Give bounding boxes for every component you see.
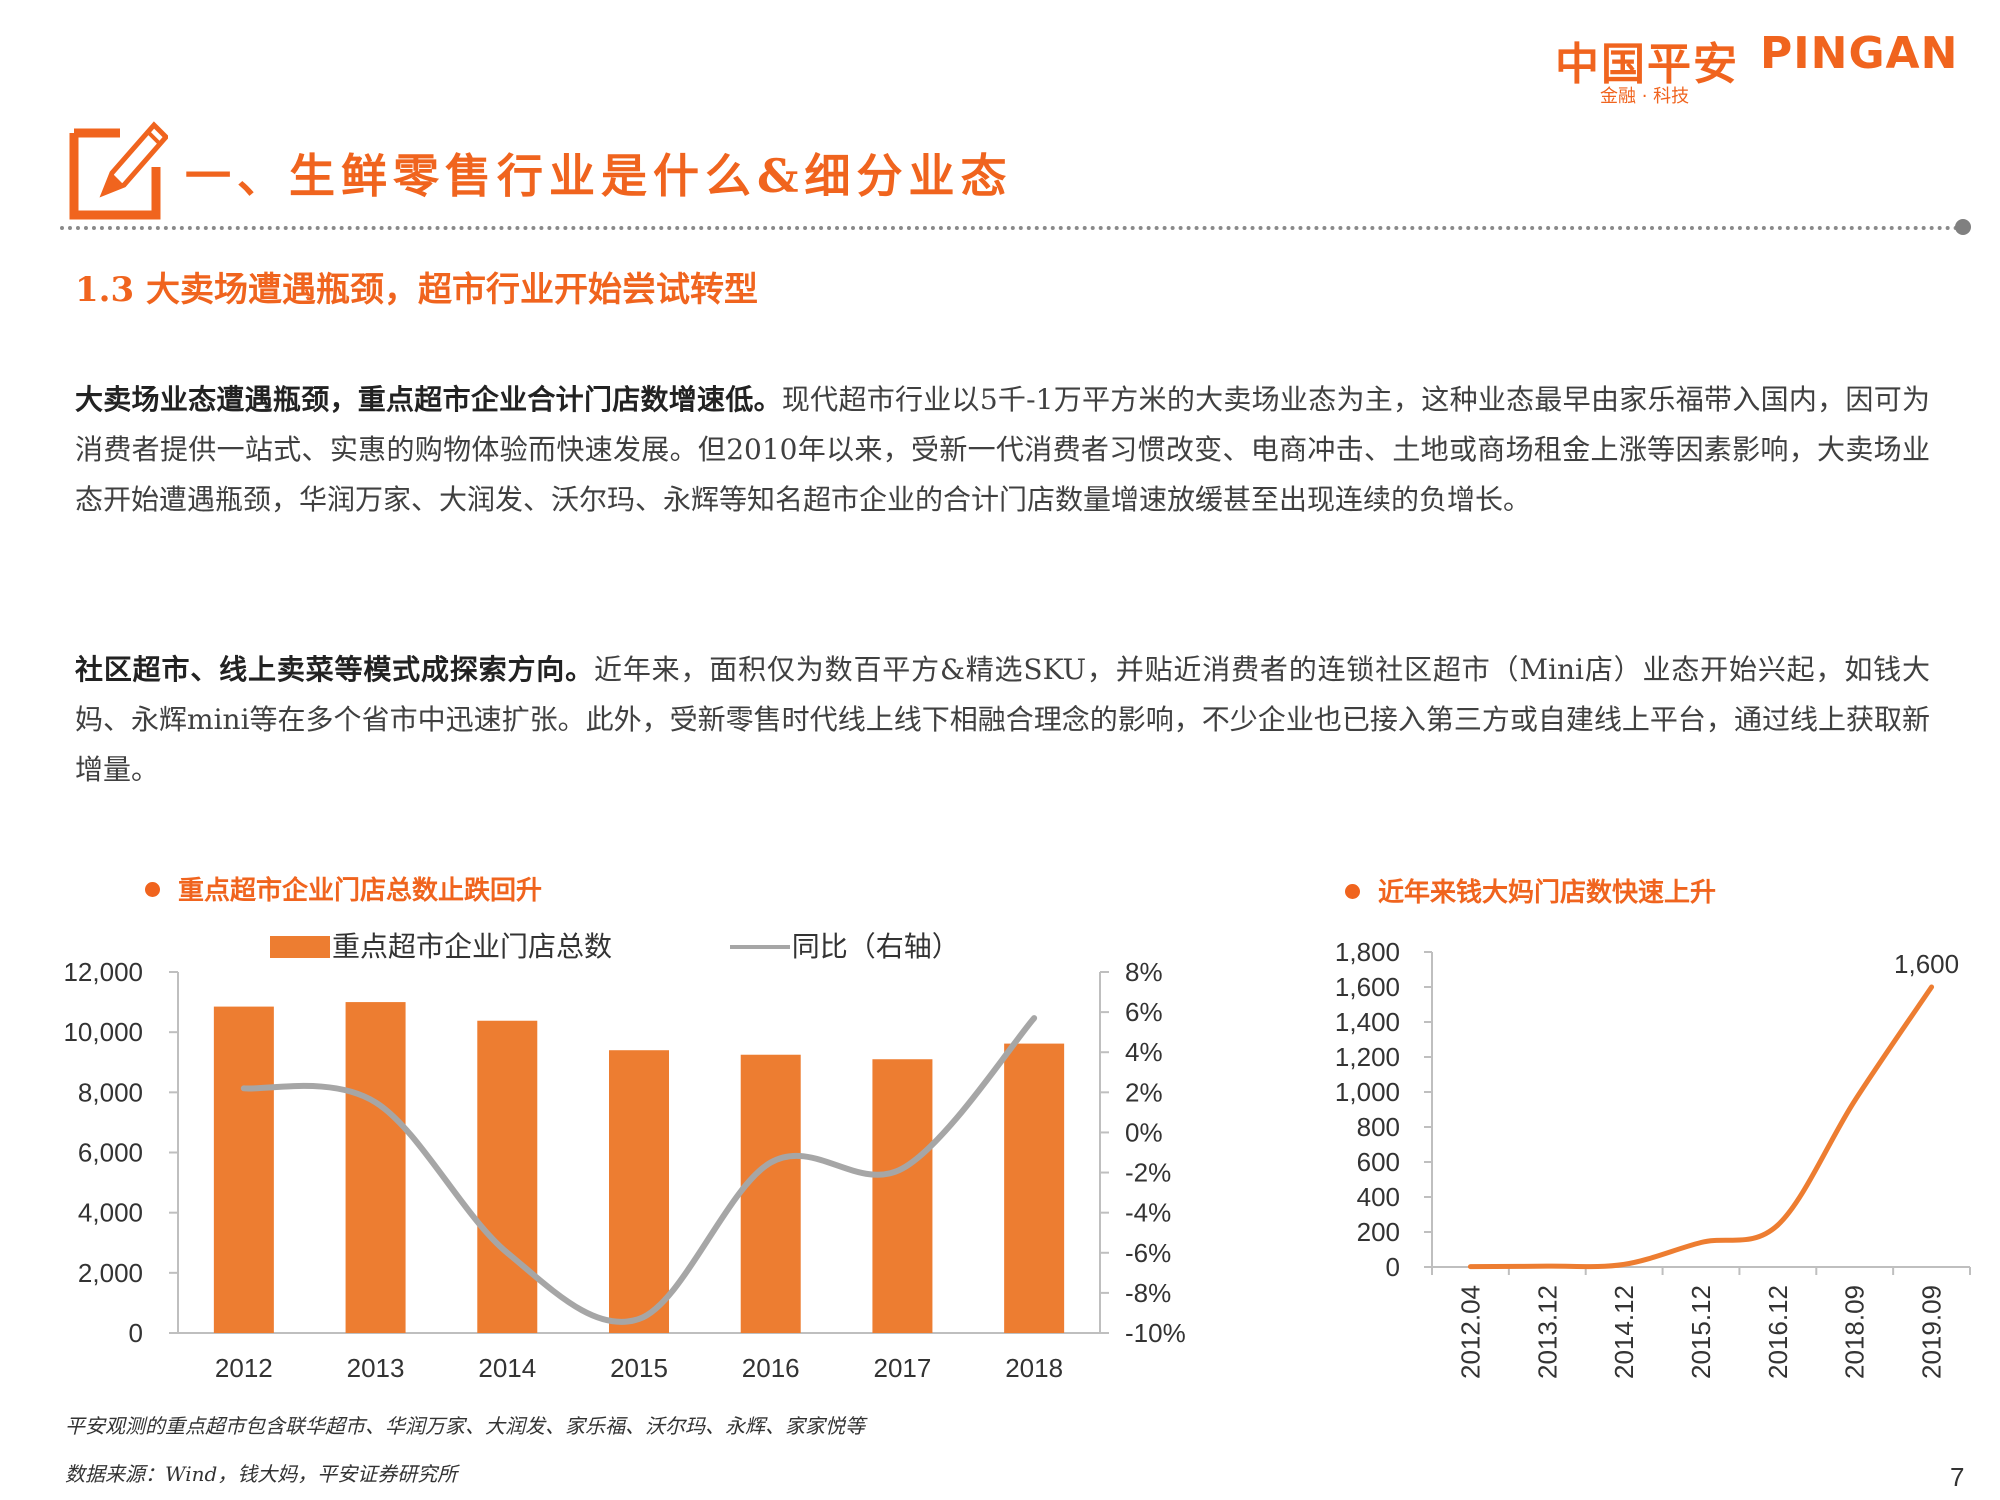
chart-2-x-tick-label: 2016.12 [1763,1285,1793,1379]
chart-2-x-tick-label: 2014.12 [1609,1285,1639,1379]
chart-1-right-tick-label: 8% [1125,957,1163,987]
chart-1-right-tick-label: -10% [1125,1318,1186,1348]
chart-1-x-tick-label: 2012 [215,1353,273,1383]
chart-1-left-tick-label: 12,000 [63,957,143,987]
chart-1-title: 重点超市企业门店总数止跌回升 [145,870,542,907]
bullet-icon [1345,883,1360,899]
divider-end-dot [1955,219,1971,235]
chart-1-right-tick-label: 0% [1125,1117,1163,1147]
chart-1-bar [1004,1043,1065,1333]
chart-2-x-tick-label: 2019.09 [1917,1285,1947,1379]
chart-1-right-tick-label: 6% [1125,997,1163,1027]
chart-2-y-tick-label: 1,600 [1335,972,1400,1002]
chart-2-y-tick-label: 1,000 [1335,1077,1400,1107]
chart-1-right-tick-label: -8% [1125,1278,1171,1308]
chart-1-bar [740,1054,801,1333]
chart-2-data-label: 1,600 [1894,949,1959,979]
chart-2-line [1467,984,1935,1270]
chart-1-left-tick-label: 0 [129,1318,143,1348]
chart-1-right-tick-label: 2% [1125,1077,1163,1107]
paragraph-1-body: 现代超市行业以5千-1万平方米的大卖场业态为主，这种业态最早由家乐福带入国内，因… [75,383,1930,516]
chart-1-x-tick-label: 2017 [874,1353,932,1383]
paragraph-2: 社区超市、线上卖菜等模式成探索方向。近年来，面积仅为数百平方&精选SKU，并贴近… [75,645,1930,795]
chart-1-yoy-line [240,1015,1038,1325]
chart-1-bar [477,1020,538,1333]
chart-2-x-tick-label: 2013.12 [1532,1285,1562,1379]
paragraph-1: 大卖场业态遭遇瓶颈，重点超市企业合计门店数增速低。现代超市行业以5千-1万平方米… [75,375,1930,525]
chart-2-title: 近年来钱大妈门店数快速上升 [1345,872,1716,909]
chart-1-right-tick-label: -4% [1125,1198,1171,1228]
chart-2-y-tick-label: 400 [1357,1182,1400,1212]
legend-line-label: 同比（右轴） [791,931,960,962]
paragraph-2-body: 近年来，面积仅为数百平方&精选SKU，并贴近消费者的连锁社区超市（Mini店）业… [75,653,1930,786]
chart-1-x-tick-label: 2018 [1005,1353,1063,1383]
chart-1-x-tick-label: 2015 [610,1353,668,1383]
chart-2-x-tick-label: 2018.09 [1840,1285,1870,1379]
chart-2-y-tick-label: 1,800 [1335,937,1400,967]
bullet-icon [145,881,160,897]
chart-1-x-tick-label: 2014 [478,1353,536,1383]
paragraph-1-lead: 大卖场业态遭遇瓶颈，重点超市企业合计门店数增速低。 [75,383,782,416]
chart-1-left-tick-label: 6,000 [78,1138,143,1168]
footnote: 平安观测的重点超市包含联华超市、华润万家、大润发、家乐福、沃尔玛、永辉、家家悦等 [65,1414,865,1438]
page-title: 一、生鲜零售行业是什么&细分业态 [185,149,1013,203]
chart-1-left-tick-label: 8,000 [78,1077,143,1107]
chart-1-bar [872,1059,933,1333]
chart-2-x-tick-label: 2012.04 [1455,1285,1485,1379]
chart-1-left-tick-label: 2,000 [78,1258,143,1288]
chart-1-right-tick-label: -2% [1125,1158,1171,1188]
logo-chinese: 中国平安 [1555,39,1739,90]
logo-english: PINGAN [1760,28,1959,79]
legend-bar-swatch [270,935,330,958]
data-source: 数据来源：Wind，钱大妈，平安证券研究所 [65,1462,458,1486]
chart-2-y-tick-label: 1,200 [1335,1042,1400,1072]
chart-1-x-tick-label: 2013 [347,1353,405,1383]
chart-2-y-tick-label: 800 [1357,1112,1400,1142]
chart-2-y-tick-label: 600 [1357,1147,1400,1177]
pencil-square-icon [69,121,168,220]
paragraph-2-lead: 社区超市、线上卖菜等模式成探索方向。 [75,653,594,686]
logo-tagline: 金融 · 科技 [1600,86,1690,107]
legend-bar-label: 重点超市企业门店总数 [332,931,613,962]
chart-1-x-tick-label: 2016 [742,1353,800,1383]
page-number: 7 [1950,1462,1965,1492]
chart-1-bar [345,1002,406,1333]
chart-1-left-tick-label: 4,000 [78,1198,143,1228]
chart-1-right-tick-label: -6% [1125,1238,1171,1268]
chart-2-y-tick-label: 1,400 [1335,1007,1400,1037]
chart-1-left-tick-label: 10,000 [63,1017,143,1047]
chart-1-legend: 重点超市企业门店总数 同比（右轴） [270,925,960,965]
chart-2-y-tick-label: 200 [1357,1217,1400,1247]
chart-2-x-tick-label: 2015.12 [1686,1285,1716,1379]
title-divider [60,226,1960,230]
chart-1-bar [609,1050,669,1333]
chart-1-bar [213,1006,274,1333]
chart-1-right-tick-label: 4% [1125,1037,1163,1067]
chart-2-y-tick-label: 0 [1386,1252,1400,1282]
section-subtitle: 1.3 大卖场遭遇瓶颈，超市行业开始尝试转型 [75,270,758,310]
legend-line-swatch [729,944,790,949]
